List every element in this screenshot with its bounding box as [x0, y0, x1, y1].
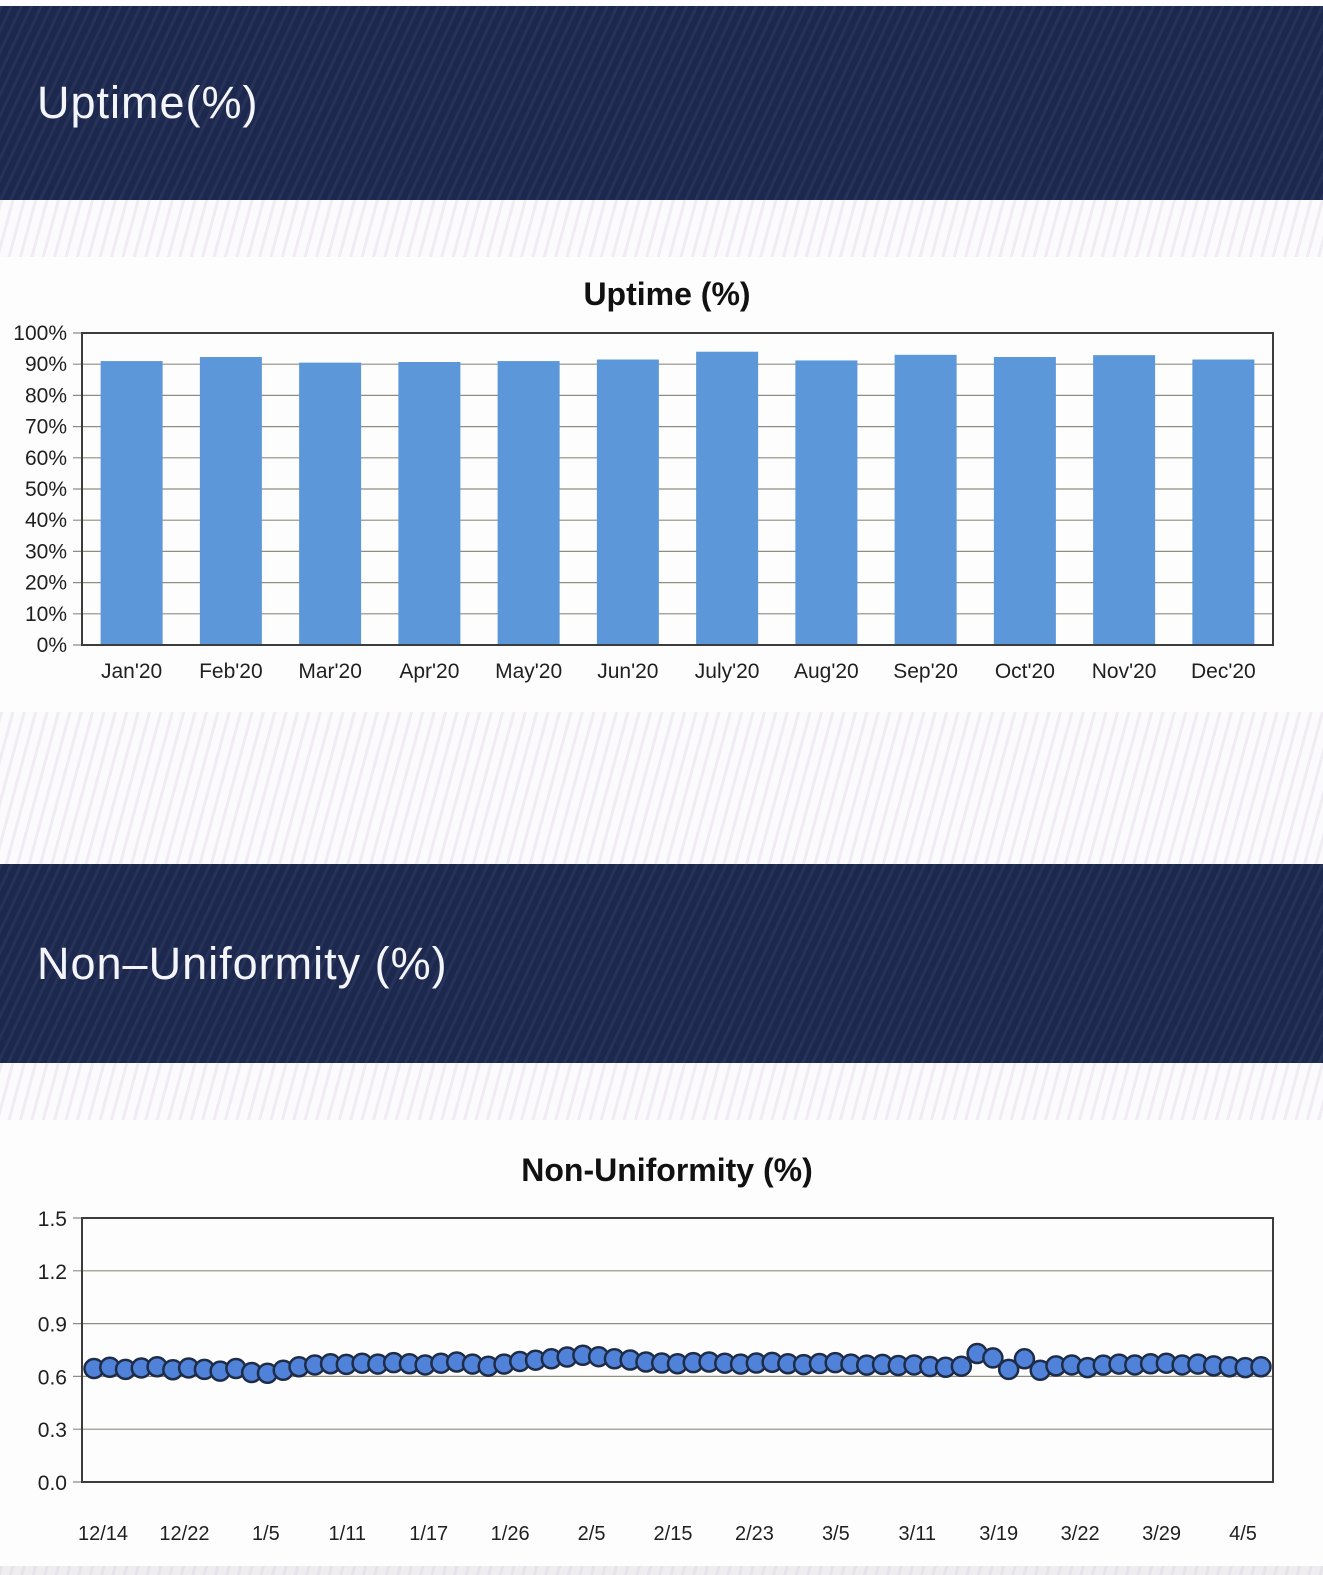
x-tick-label: 12/22	[159, 1523, 209, 1545]
y-tick-label: 0.0	[38, 1472, 67, 1495]
uptime-bar-chart: 0% 10% 20% 30% 40% 50% 60% 70% 80% 90% 100% Jan'20 F…	[13, 322, 1274, 683]
y-tick-label: 10%	[25, 603, 67, 626]
x-tick-label: 3/29	[1142, 1523, 1181, 1545]
bar-May'20	[497, 361, 560, 645]
x-tick-label: 2/23	[735, 1523, 774, 1545]
x-tick-label: 3/19	[979, 1523, 1018, 1545]
section-title-uptime: Uptime(%)	[37, 77, 259, 128]
x-tick-label: Feb'20	[199, 660, 263, 683]
bar-Mar'20	[299, 362, 362, 645]
x-tick-label: 2/5	[578, 1523, 606, 1545]
bar-Feb'20	[199, 357, 262, 645]
bar-Apr'20	[398, 362, 461, 645]
data-point	[1013, 1348, 1036, 1370]
x-tick-label: May'20	[495, 660, 562, 683]
x-tick-label: Oct'20	[995, 660, 1055, 683]
section-band-non-uniformity: Non–Uniformity (%)	[0, 864, 1323, 1066]
data-point	[997, 1358, 1020, 1381]
page-bottom-edge	[0, 1566, 1323, 1575]
x-tick-label: Apr'20	[399, 660, 459, 683]
bar-Jan'20	[100, 361, 163, 645]
x-tick-label: 1/5	[252, 1523, 280, 1545]
non-uniformity-scatter-chart: 0.0 0.3 0.6 0.9 1.2 1.5 12/14 12/22 1/5 1/11 1/17 1…	[38, 1208, 1274, 1545]
x-tick-label: July'20	[695, 660, 760, 683]
data-point	[982, 1347, 1004, 1369]
y-tick-label: 40%	[25, 509, 67, 532]
x-tick-label: 1/17	[409, 1523, 448, 1545]
x-tick-label: Dec'20	[1191, 660, 1256, 683]
section-band-uptime: Uptime(%)	[0, 6, 1323, 203]
x-tick-label: Jan'20	[101, 660, 162, 683]
bar-Dec'20	[1192, 359, 1255, 645]
y-tick-label: 100%	[13, 322, 67, 345]
x-tick-label: 12/14	[78, 1523, 128, 1545]
y-tick-label: 1.2	[38, 1261, 67, 1284]
bar-Sep'20	[894, 354, 957, 645]
data-point	[950, 1355, 973, 1377]
x-tick-label: Jun'20	[597, 660, 658, 683]
y-tick-label: 1.5	[38, 1208, 67, 1231]
data-point	[1250, 1355, 1272, 1378]
x-tick-label: 3/5	[822, 1523, 850, 1545]
y-tick-label: 50%	[25, 478, 67, 501]
plot-frame	[81, 332, 1274, 646]
bar-Nov'20	[1093, 355, 1156, 645]
x-tick-label: Sep'20	[893, 660, 958, 683]
y-tick-label: 0.9	[38, 1314, 67, 1337]
texture-strip	[0, 200, 1323, 257]
plot-frame	[81, 1217, 1274, 1483]
x-tick-label: 3/22	[1061, 1523, 1100, 1545]
uptime-chart-title: Uptime (%)	[583, 276, 751, 312]
x-tick-label: Nov'20	[1092, 660, 1157, 683]
y-tick-label: 60%	[25, 447, 67, 470]
texture-strip	[0, 1063, 1323, 1120]
y-tick-label: 90%	[25, 353, 67, 376]
y-tick-label: 0%	[37, 634, 67, 657]
x-tick-label: Aug'20	[794, 660, 859, 683]
bar-Jun'20	[596, 359, 659, 645]
y-tick-label: 30%	[25, 540, 67, 563]
y-tick-label: 0.3	[38, 1419, 67, 1442]
y-tick-label: 70%	[25, 416, 67, 439]
x-tick-label: 1/11	[329, 1523, 366, 1545]
x-tick-label: 2/15	[654, 1523, 693, 1545]
x-tick-label: 1/26	[491, 1523, 530, 1545]
x-tick-label: 3/11	[899, 1523, 936, 1545]
texture-strip	[0, 712, 1323, 864]
non-uniformity-chart-title: Non-Uniformity (%)	[521, 1152, 813, 1188]
y-tick-label: 0.6	[38, 1366, 67, 1389]
y-tick-label: 20%	[25, 572, 67, 595]
section-title-non-uniformity: Non–Uniformity (%)	[37, 937, 448, 989]
bar-Oct'20	[993, 357, 1056, 645]
bar-July'20	[696, 351, 759, 645]
y-tick-label: 80%	[25, 384, 67, 407]
bar-Aug'20	[795, 360, 858, 645]
x-tick-label: Mar'20	[298, 660, 362, 683]
x-tick-label: 4/5	[1229, 1523, 1257, 1545]
